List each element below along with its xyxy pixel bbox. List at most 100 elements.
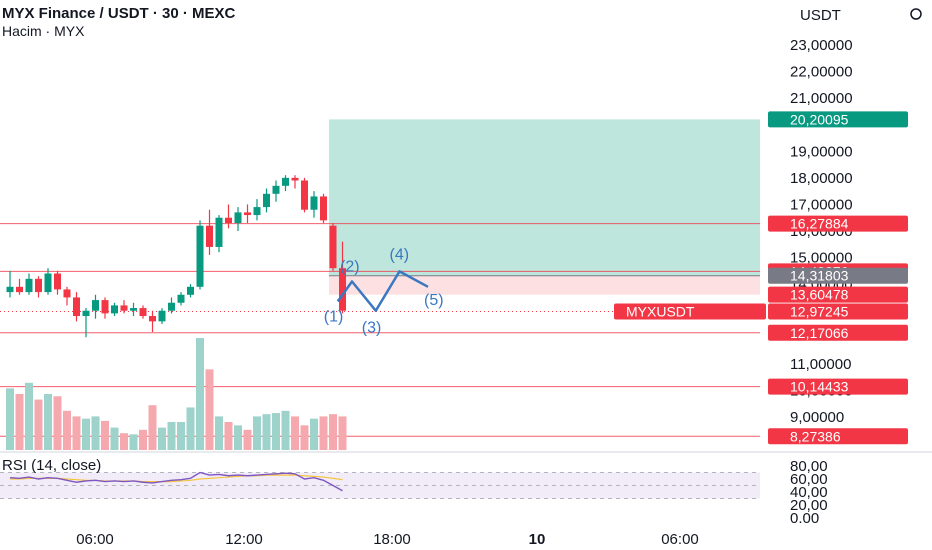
volume-bar — [186, 407, 195, 450]
volume-bar — [120, 433, 128, 450]
rsi-tick-label: 40,00 — [790, 484, 828, 501]
price-badge — [768, 286, 908, 303]
candle-body — [158, 310, 166, 322]
candle-body — [272, 185, 280, 194]
time-axis: 06:00 12:00 18:00 10 06:00 — [76, 531, 699, 548]
candle-body — [54, 273, 61, 290]
symbol-badge — [614, 303, 766, 320]
candle-body — [139, 308, 147, 317]
volume-bar — [253, 416, 261, 450]
volume-bar — [167, 422, 176, 450]
candle-body — [320, 196, 327, 221]
settings-icon[interactable] — [910, 8, 922, 20]
rsi-tick-label: 0.00 — [790, 510, 819, 527]
candle-body — [253, 207, 261, 216]
volume-bar — [34, 399, 43, 450]
price-badge-label: 12,97245 — [790, 303, 849, 319]
candle-body — [187, 286, 194, 295]
rsi-tick-label: 80,00 — [790, 458, 828, 475]
candle-body — [225, 217, 232, 224]
volume-bar — [281, 410, 290, 450]
volume-bar — [158, 427, 166, 450]
time-tick-label: 06:00 — [76, 531, 114, 548]
candle-body — [16, 286, 23, 293]
elliott-wave: (1) (2) (3) (4) (5) — [324, 246, 444, 336]
candle-body — [339, 268, 346, 311]
price-badge — [768, 378, 908, 395]
candle-body — [177, 294, 185, 303]
candle-body — [82, 310, 90, 317]
candle-body — [44, 273, 52, 293]
volume-bar — [224, 422, 233, 450]
volume-bars — [6, 338, 347, 450]
rsi-tick-label: 60,00 — [790, 471, 828, 488]
price-badges: 20,2009516,2788414,4827614,3180313,60478… — [614, 111, 908, 445]
candle-body — [215, 217, 223, 247]
candle-body — [25, 278, 33, 293]
candle-body — [206, 225, 213, 247]
volume-bar — [329, 414, 337, 450]
price-tick-label: 22,00000 — [790, 64, 853, 81]
price-badge-label: 13,60478 — [790, 287, 849, 303]
volume-bar — [6, 388, 14, 450]
price-badge — [768, 428, 908, 445]
price-badge-label: 16,27884 — [790, 216, 849, 232]
volume-bar — [63, 410, 71, 450]
target-zone — [329, 119, 760, 276]
rsi-grid — [0, 472, 760, 499]
volume-bar — [300, 425, 309, 450]
candle-body — [111, 305, 118, 314]
time-tick-label: 12:00 — [225, 531, 263, 548]
volume-bar — [338, 416, 347, 450]
candle-body — [101, 300, 109, 314]
candlesticks — [6, 175, 346, 338]
volume-bar — [234, 425, 242, 450]
volume-bar — [44, 394, 52, 450]
volume-bar — [262, 414, 271, 450]
price-badge-label: 14,31803 — [790, 268, 849, 284]
candle-body — [73, 297, 80, 317]
rsi-ma-line — [10, 474, 343, 483]
candle-body — [168, 302, 175, 311]
wave-label: (5) — [424, 292, 444, 309]
price-tick-label: 15,00000 — [790, 250, 853, 267]
horizontal-levels — [0, 223, 760, 437]
wave-line — [336, 270, 429, 312]
candle-body — [291, 177, 299, 181]
volume-bar — [15, 394, 24, 450]
rsi-lines — [9, 471, 343, 492]
volume-bar — [310, 418, 318, 450]
price-badge-label: 8,27386 — [790, 428, 841, 444]
price-tick-label: 21,00000 — [790, 90, 853, 107]
wave-label: (2) — [340, 258, 360, 275]
candle-body — [329, 225, 337, 269]
volume-bar — [129, 434, 138, 450]
volume-bar — [205, 369, 214, 450]
candle-body — [244, 212, 251, 216]
price-tick-label: 11,00000 — [790, 356, 851, 373]
price-badge-label: 12,17066 — [790, 325, 849, 341]
price-badge-label: 10,14433 — [790, 379, 849, 395]
volume-bar — [110, 427, 119, 450]
wave-label: (3) — [362, 320, 382, 337]
price-badge-label: 20,20095 — [790, 111, 849, 127]
time-tick-label: 06:00 — [661, 531, 699, 548]
volume-bar — [291, 416, 299, 450]
symbol-badge-label: MYXUSDT — [626, 303, 695, 319]
volume-bar — [53, 396, 62, 450]
volume-bar — [177, 422, 185, 450]
candle-body — [196, 225, 204, 287]
wave-label: (1) — [324, 308, 344, 325]
volume-bar — [101, 420, 109, 450]
price-tick-label: 18,00000 — [790, 170, 853, 187]
candle-body — [35, 278, 42, 293]
rsi-label: RSI (14, close) — [2, 457, 101, 474]
price-tick-label: 19,00000 — [790, 143, 853, 160]
volume-bar — [72, 416, 81, 450]
volume-bar — [25, 382, 33, 450]
candle-body — [92, 300, 99, 311]
currency-label: USDT — [800, 7, 841, 24]
price-badge — [768, 303, 908, 320]
